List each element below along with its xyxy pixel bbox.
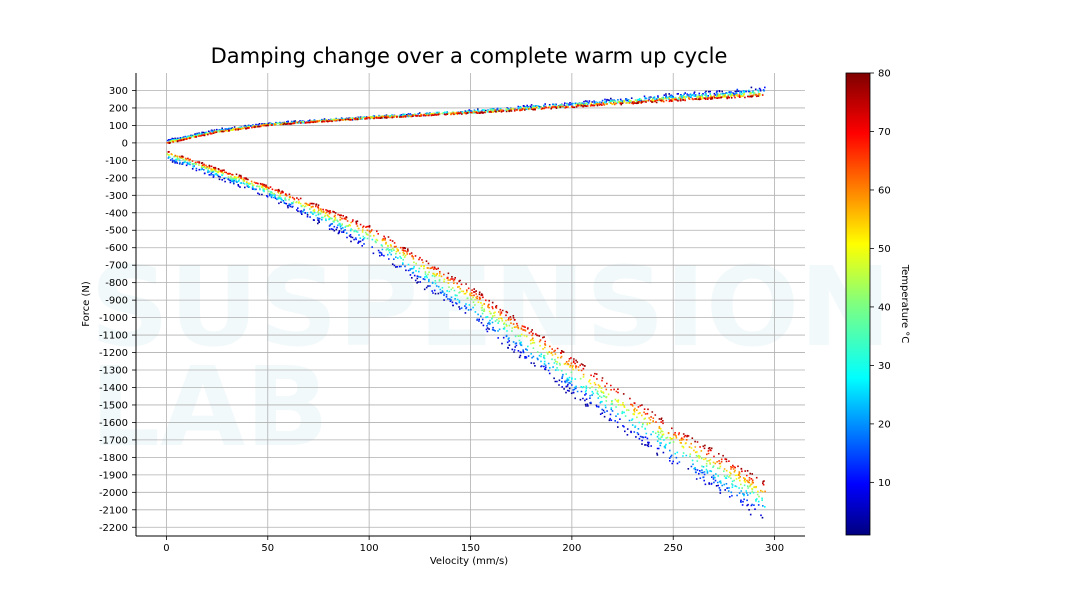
chart-title: Damping change over a complete warm up c…	[211, 44, 728, 68]
scatter-point-group	[181, 156, 764, 493]
y-tick-label: -300	[105, 191, 128, 202]
y-tick-label: -500	[105, 226, 128, 237]
colorbar-tick-label: 50	[878, 244, 891, 255]
x-tick-label: 50	[261, 543, 274, 554]
y-tick-label: -700	[105, 261, 128, 272]
scatter-point-group	[171, 91, 760, 141]
x-tick-label: 100	[360, 543, 379, 554]
colorbar	[845, 72, 871, 536]
x-axis-label: Velocity (mm/s)	[430, 556, 508, 567]
colorbar-ticks: 10 20 30 40 50 60 70 80	[870, 69, 891, 489]
colorbar-tick-label: 60	[878, 185, 891, 196]
x-tick-label: 250	[664, 543, 683, 554]
y-tick-label: -100	[105, 156, 128, 167]
x-tick-label: 200	[562, 543, 581, 554]
y-tick-label: -600	[105, 243, 128, 254]
y-tick-label: -1600	[99, 418, 128, 429]
y-tick-label: -200	[105, 173, 128, 184]
colorbar-tick-label: 70	[878, 127, 891, 138]
x-ticks: 0 50 100 150 200 250 300	[163, 536, 784, 554]
y-tick-label: -1500	[99, 400, 128, 411]
scatter-point-group	[168, 92, 757, 143]
colorbar-tick-label: 20	[878, 419, 891, 430]
y-tick-label: 100	[109, 121, 128, 132]
y-tick-label: -800	[105, 278, 128, 289]
scatter-point-group	[188, 95, 758, 140]
scatter-point-group	[168, 95, 760, 144]
y-tick-label: -1200	[99, 348, 128, 359]
colorbar-tick-label: 40	[878, 302, 891, 313]
grid	[136, 73, 805, 536]
y-tick-label: 0	[122, 138, 128, 149]
y-tick-label: 300	[109, 86, 128, 97]
x-tick-label: 300	[765, 543, 784, 554]
scatter-point-group	[166, 88, 765, 142]
y-tick-label: -900	[105, 296, 128, 307]
x-tick-label: 0	[163, 543, 169, 554]
x-tick-label: 150	[461, 543, 480, 554]
colorbar-label: Temperature °C	[899, 264, 910, 344]
y-tick-label: -2200	[99, 523, 128, 534]
y-tick-label: -1300	[99, 366, 128, 377]
y-tick-label: -400	[105, 208, 128, 219]
y-tick-label: -1800	[99, 453, 128, 464]
watermark-text-line1: SUSPENSION	[90, 243, 891, 371]
scatter-points	[166, 86, 766, 519]
y-tick-label: -1400	[99, 383, 128, 394]
y-tick-label: -1700	[99, 435, 128, 446]
scatter-point-group	[166, 93, 757, 144]
watermark: SUSPENSION LAB	[90, 243, 891, 471]
y-tick-label: -2000	[99, 488, 128, 499]
colorbar-tick-label: 10	[878, 478, 891, 489]
scatter-point-group	[215, 92, 752, 134]
y-tick-label: -1100	[99, 331, 128, 342]
y-tick-label: -2100	[99, 505, 128, 516]
y-tick-label: -1000	[99, 313, 128, 324]
scatter-point-group	[177, 95, 754, 142]
y-tick-label: -1900	[99, 470, 128, 481]
y-ticks: 300 200 100 0 -100 -200 -300 -400 -500 -600 -700 -8…	[99, 86, 136, 534]
y-tick-label: 200	[109, 103, 128, 114]
colorbar-tick-label: 30	[878, 361, 891, 372]
y-axis-label: Force (N)	[81, 281, 92, 327]
watermark-text-line2: LAB	[90, 343, 329, 471]
colorbar-tick-label: 80	[878, 69, 891, 80]
scatter-point-group	[168, 94, 764, 144]
